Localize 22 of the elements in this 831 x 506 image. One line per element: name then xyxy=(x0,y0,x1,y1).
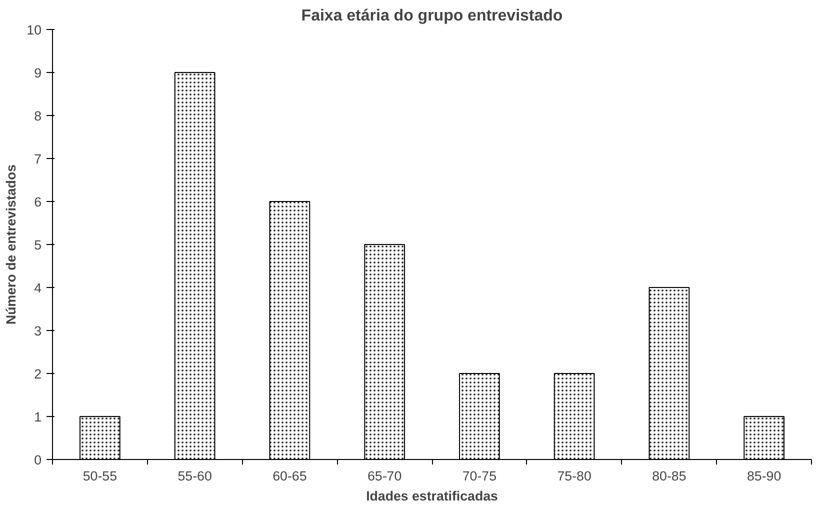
y-tick-label: 2 xyxy=(34,366,42,382)
y-axis-title: Número de entrevistados xyxy=(4,164,19,324)
y-tick-label: 0 xyxy=(34,452,42,468)
chart-title: Faixa etária do grupo entrevistado xyxy=(301,8,563,24)
y-tick-label: 9 xyxy=(34,66,42,80)
x-tick-label: 70-75 xyxy=(462,468,496,484)
y-tick-label: 5 xyxy=(34,238,42,252)
y-tick-label: 10 xyxy=(26,22,42,38)
x-axis-title: Idades estratificadas xyxy=(366,488,498,504)
x-tick-label: 50-55 xyxy=(82,468,117,484)
y-tick-label: 8 xyxy=(34,108,42,124)
y-tick-label: 3 xyxy=(34,324,42,338)
x-tick-label: 65-70 xyxy=(368,468,402,484)
y-tick-label: 1 xyxy=(34,410,42,424)
x-tick-label: 75-80 xyxy=(557,468,592,484)
x-tick-label: 55-60 xyxy=(178,468,212,484)
y-tick-label: 7 xyxy=(34,152,42,166)
y-tick-label: 6 xyxy=(34,194,42,210)
x-tick-label: 85-90 xyxy=(747,468,782,484)
y-tick-label: 4 xyxy=(34,280,42,296)
x-tick-label: 80-85 xyxy=(652,468,686,484)
x-tick-label: 60-65 xyxy=(272,468,307,484)
